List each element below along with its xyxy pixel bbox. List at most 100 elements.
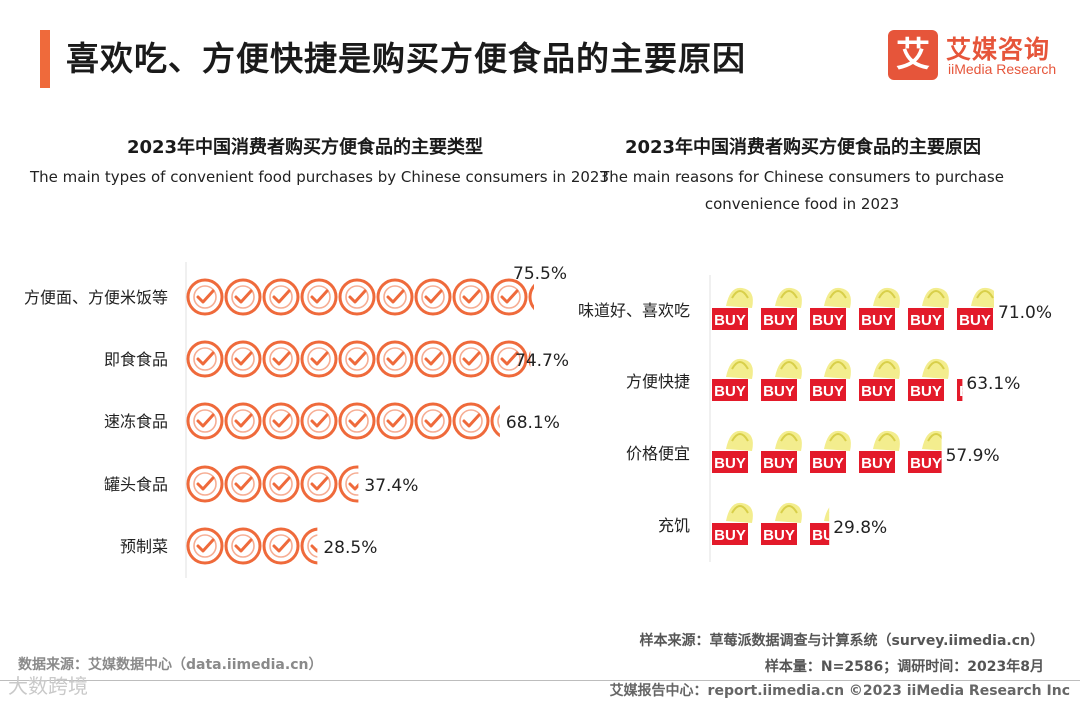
left-bar-4	[186, 527, 318, 565]
right-bar-3: BUY BUY BUY BUY	[712, 502, 844, 545]
check-circle-icon	[414, 278, 452, 316]
title-accent-bar	[40, 30, 50, 88]
left-value-label: 37.4%	[364, 476, 418, 496]
svg-text:BUY: BUY	[714, 527, 746, 544]
buy-bag-icon: BUY	[957, 287, 994, 330]
left-category-label: 罐头食品	[104, 475, 168, 494]
svg-text:BUY: BUY	[714, 312, 746, 329]
check-circle-icon	[262, 278, 300, 316]
check-circle-icon	[568, 342, 602, 376]
check-circle-icon	[186, 340, 224, 378]
left-bar-0	[186, 278, 534, 316]
left-value-label: 68.1%	[506, 413, 560, 433]
check-circle-icon	[528, 351, 531, 367]
check-circle-icon	[338, 340, 376, 378]
buy-bag-icon: BUY	[908, 430, 942, 473]
check-circle-icon	[414, 340, 452, 378]
logo-mark: 艾	[888, 30, 938, 80]
buy-bag-icon: BUY	[859, 358, 900, 401]
check-circle-icon	[528, 283, 534, 311]
left-value-label: 75.5%	[513, 264, 567, 284]
check-circle-icon	[452, 340, 490, 378]
sample-source: 样本来源：草莓派数据调查与计算系统（survey.iimedia.cn）	[639, 633, 1044, 649]
svg-text:BUY: BUY	[763, 383, 795, 400]
check-circle-icon	[490, 340, 528, 378]
left-bar-3	[186, 465, 359, 503]
svg-text:BUY: BUY	[714, 383, 746, 400]
check-circle-icon	[262, 527, 300, 565]
svg-text:BUY: BUY	[959, 312, 991, 329]
buy-bag-icon: BUY	[810, 507, 844, 545]
svg-text:BUY: BUY	[910, 383, 942, 400]
buy-bag-icon: BUY	[761, 358, 802, 401]
check-circle-icon	[224, 527, 262, 565]
data-source: 数据来源：艾媒数据中心（data.iimedia.cn）	[18, 657, 323, 673]
svg-text:BUY: BUY	[861, 383, 893, 400]
svg-text:BUY: BUY	[812, 527, 844, 544]
iimedia-logo[interactable]: 艾 艾媒咨询 iiMedia Research	[888, 30, 1068, 80]
watermark: 大数跨境	[8, 674, 88, 698]
left-category-label: 方便面、方便米饭等	[24, 288, 168, 307]
footer-credit[interactable]: 艾媒报告中心：report.iimedia.cn ©2023 iiMedia R…	[609, 683, 1070, 699]
buy-bag-icon: BUY	[810, 430, 851, 473]
buy-bag-icon: BUY	[908, 287, 949, 330]
check-circle-icon	[224, 278, 262, 316]
check-circle-icon	[338, 465, 359, 503]
left-chart-subtitle: The main types of convenient food purcha…	[30, 168, 610, 186]
svg-text:BUY: BUY	[714, 455, 746, 472]
right-value-label: 29.8%	[833, 518, 887, 538]
buy-bag-icon: BUY	[908, 358, 949, 401]
svg-text:BUY: BUY	[812, 312, 844, 329]
check-circle-icon	[300, 465, 338, 503]
right-category-label: 充饥	[658, 516, 690, 535]
sample-info: 样本量：N=2586；调研时间：2023年8月	[764, 659, 1044, 675]
svg-text:BUY: BUY	[959, 383, 991, 400]
check-circle-icon	[262, 402, 300, 440]
left-bar-2	[186, 402, 500, 440]
svg-text:BUY: BUY	[910, 312, 942, 329]
buy-bag-icon: BUY	[712, 358, 753, 401]
right-value-label: 57.9%	[946, 446, 1000, 466]
left-category-label: 速冻食品	[104, 412, 168, 431]
page-title: 喜欢吃、方便快捷是购买方便食品的主要原因	[66, 39, 746, 78]
right-category-label: 方便快捷	[626, 372, 690, 391]
right-chart-title: 2023年中国消费者购买方便食品的主要原因	[624, 137, 982, 158]
svg-text:BUY: BUY	[812, 455, 844, 472]
left-category-label: 即食食品	[104, 350, 168, 369]
right-category-label: 味道好、喜欢吃	[578, 301, 690, 320]
check-circle-icon	[300, 402, 338, 440]
right-chart-subtitle: The main reasons for Chinese consumers t…	[600, 168, 1004, 213]
left-value-label: 74.7%	[515, 351, 569, 371]
right-value-label: 71.0%	[998, 303, 1052, 323]
buy-bag-icon: BUY	[761, 502, 802, 545]
buy-bag-icon: BUY	[859, 430, 900, 473]
svg-text:BUY: BUY	[763, 455, 795, 472]
left-value-label: 28.5%	[323, 538, 377, 558]
left-bar-1	[186, 340, 602, 378]
buy-bag-icon: BUY	[761, 287, 802, 330]
right-bar-2: BUY BUY BUY BUY BUY BUY	[712, 430, 942, 473]
right-value-label: 63.1%	[966, 374, 1020, 394]
check-circle-icon	[490, 404, 500, 438]
footer-divider	[0, 680, 1080, 681]
buy-bag-icon: BUY	[712, 287, 753, 330]
check-circle-icon	[490, 278, 528, 316]
buy-bag-icon: BUY	[761, 430, 802, 473]
check-circle-icon	[414, 402, 452, 440]
buy-bag-icon: BUY	[712, 430, 753, 473]
check-circle-icon	[300, 278, 338, 316]
check-circle-icon	[224, 465, 262, 503]
right-category-label: 价格便宜	[626, 444, 690, 463]
left-category-label: 预制菜	[120, 537, 168, 556]
svg-text:BUY: BUY	[763, 527, 795, 544]
svg-text:BUY: BUY	[763, 312, 795, 329]
buy-bag-icon: BUY	[957, 379, 991, 401]
buy-bag-icon: BUY	[810, 287, 851, 330]
check-circle-icon	[262, 465, 300, 503]
svg-text:BUY: BUY	[910, 455, 942, 472]
buy-bag-icon: BUY	[859, 287, 900, 330]
check-circle-icon	[300, 527, 318, 565]
check-circle-icon	[338, 278, 376, 316]
check-circle-icon	[338, 402, 376, 440]
